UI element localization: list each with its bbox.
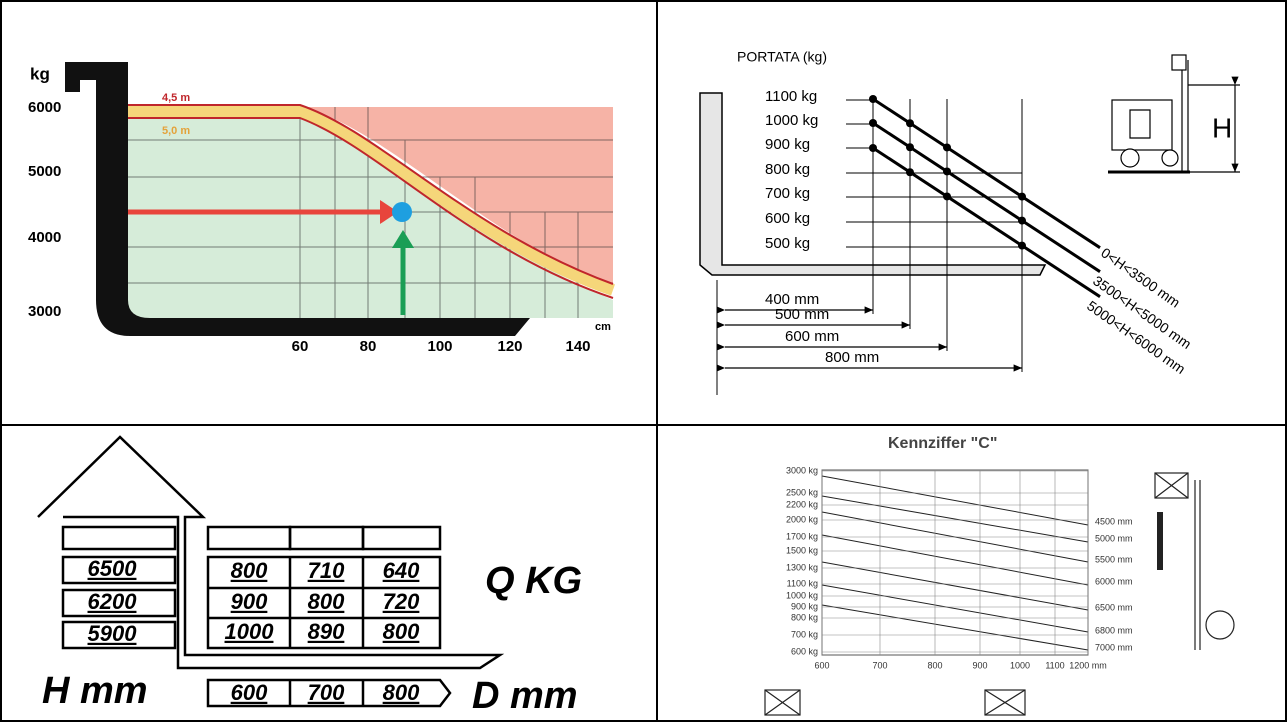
y-label: 2000 kg [786,514,818,524]
load-label: 1100 kg [765,88,817,105]
y-label: 1300 kg [786,562,818,572]
x-label: 1200 mm [1069,660,1107,670]
x-label: 1100 [1045,660,1064,670]
height-value: 6200 [88,589,138,614]
x-label: 140 [565,338,590,355]
height-value: 6500 [88,556,138,581]
height-label: 7000 mm [1095,642,1133,652]
distance-label: 500 mm [775,306,829,323]
load-label: 500 kg [765,235,810,252]
load-label: 600 kg [765,210,810,227]
x-label: 60 [292,338,309,355]
q-label: Q KG [485,560,582,602]
cell: 800 [231,558,268,583]
curve-label: 5,0 m [162,125,190,137]
distance-label: 600 mm [785,328,839,345]
x-label: 1000 [1010,660,1030,670]
y-label: 6000 [28,99,61,116]
x-label: 600 [814,660,829,670]
depth-value: 800 [383,680,420,705]
kennziffer-panel [765,470,1234,715]
cell: 890 [308,619,345,644]
x-label: 80 [360,338,377,355]
cell: 710 [308,558,345,583]
y-label: 2200 kg [786,499,818,509]
load-label: 900 kg [765,136,810,153]
unit-x: cm [595,321,611,333]
y-label: 4000 [28,229,61,246]
height-label: 5500 mm [1095,554,1133,564]
cell: 1000 [225,619,275,644]
y-label: 1000 kg [786,590,818,600]
depth-value: 600 [231,680,268,705]
cell: 640 [383,558,420,583]
depth-value: 700 [308,680,345,705]
y-label: 3000 [28,303,61,320]
h-label: H mm [42,670,148,712]
distance-label: 800 mm [825,349,879,366]
height-label: 4500 mm [1095,516,1133,526]
cell: 720 [383,589,420,614]
y-label: 900 kg [791,601,818,611]
y-label: 1500 kg [786,545,818,555]
height-value: 5900 [88,621,138,646]
curve-label: 4,5 m [162,92,190,104]
title: Kennziffer "C" [888,435,997,452]
load-label: 700 kg [765,185,810,202]
d-label: D mm [472,675,578,717]
load-label: 1000 kg [765,112,818,129]
height-label: 6000 mm [1095,576,1133,586]
x-label: 700 [872,660,887,670]
icon-label: H [1212,112,1232,143]
height-label: 6500 mm [1095,602,1133,612]
y-label: 800 kg [791,612,818,622]
cell: 900 [231,589,268,614]
y-label: 2500 kg [786,487,818,497]
height-label: 6800 mm [1095,625,1133,635]
unit-y: kg [30,64,50,83]
y-label: 5000 [28,163,61,180]
diagram-sheet: kg 6000 5000 4000 3000 4,5 m 5,0 m cm 60 80 100 120… [0,0,1287,722]
cell: 800 [308,589,345,614]
x-label: 900 [972,660,987,670]
load-chart-panel [65,62,613,336]
y-label: 700 kg [791,629,818,639]
y-label: 3000 kg [786,465,818,475]
x-label: 100 [427,338,452,355]
y-label: 1700 kg [786,531,818,541]
y-label: 1100 kg [787,578,818,588]
page: kg 6000 5000 4000 3000 4,5 m 5,0 m cm 60 80 100 120… [0,0,1287,722]
x-label: 800 [927,660,942,670]
title: PORTATA (kg) [737,49,827,65]
x-label: 120 [497,338,522,355]
cell: 800 [383,619,420,644]
y-label: 600 kg [791,646,818,656]
load-label: 800 kg [765,161,810,178]
height-label: 5000 mm [1095,533,1133,543]
